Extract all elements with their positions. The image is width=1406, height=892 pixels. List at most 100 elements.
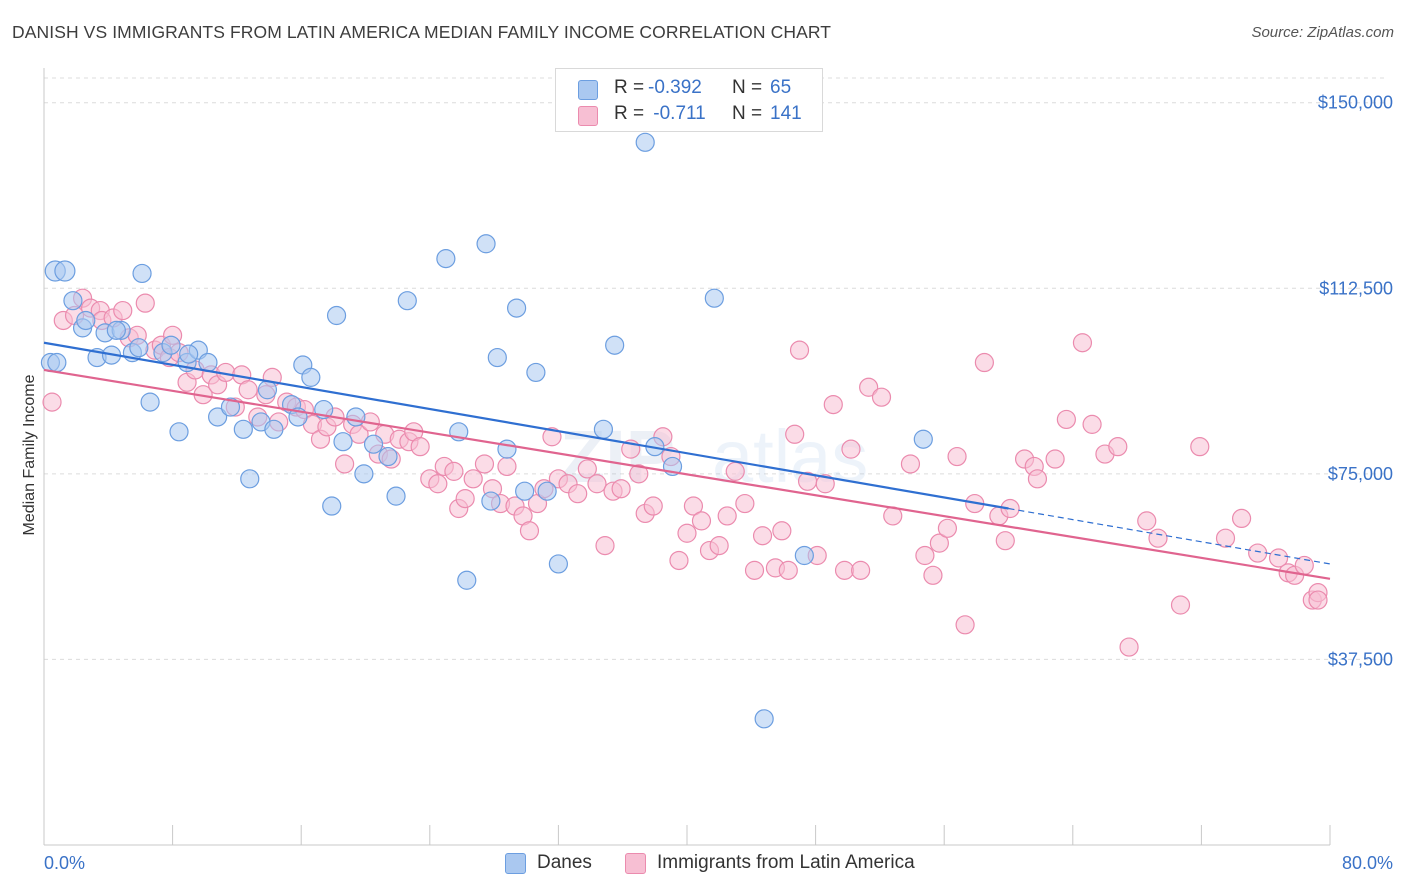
latin-america-point xyxy=(428,474,448,494)
latin-america-point xyxy=(851,560,871,580)
latin-america-point xyxy=(744,560,765,580)
latin-america-point xyxy=(629,464,649,484)
danes-point xyxy=(913,429,933,449)
latin-america-points xyxy=(42,288,1328,657)
x-tick-label: 80.0% xyxy=(1342,853,1393,873)
danes-point xyxy=(240,469,260,489)
danes-point xyxy=(264,419,284,439)
danes-point xyxy=(515,481,535,501)
n-label: N = xyxy=(732,103,763,124)
danes-point xyxy=(526,362,546,383)
chart-title: DANISH VS IMMIGRANTS FROM LATIN AMERICA … xyxy=(12,22,832,42)
r-value: -0.711 xyxy=(648,103,706,124)
source-label: Source: ZipAtlas.com xyxy=(1251,24,1394,41)
latin-america-point xyxy=(1308,590,1328,610)
danes-point xyxy=(476,234,496,254)
danes-point xyxy=(378,446,398,467)
latin-america-point xyxy=(1045,449,1065,469)
latin-america-point xyxy=(683,496,704,516)
danes-point xyxy=(132,263,152,284)
latin-america-point xyxy=(1248,543,1268,563)
latin-america-point xyxy=(871,387,892,407)
latin-america-point xyxy=(752,526,773,546)
danes-swatch xyxy=(578,80,598,100)
latin-legend-label: Immigrants from Latin America xyxy=(657,852,915,873)
latin-america-point xyxy=(587,474,607,494)
danes-point xyxy=(140,392,160,412)
latin-america-point xyxy=(947,446,967,467)
latin-america-point xyxy=(691,511,712,531)
latin-trend-line xyxy=(43,368,1331,580)
r-label: R = xyxy=(614,103,645,124)
latin-america-point xyxy=(611,479,631,499)
latin-america-point xyxy=(519,521,540,541)
latin-america-point xyxy=(1056,409,1076,430)
danes-point xyxy=(346,407,366,427)
danes-point xyxy=(233,419,253,439)
latin-america-point xyxy=(735,493,755,514)
latin-legend-swatch xyxy=(625,853,646,874)
latin-america-point xyxy=(410,437,430,457)
r-label: R = xyxy=(614,77,645,98)
danes-point xyxy=(257,380,278,400)
latin-america-point xyxy=(717,506,737,526)
y-tick-label: $150,000 xyxy=(1318,93,1393,113)
latin-america-point xyxy=(815,474,835,494)
latin-america-point xyxy=(995,531,1015,551)
n-label: N = xyxy=(732,77,763,98)
latin-america-point xyxy=(1215,528,1236,548)
latin-america-point xyxy=(497,456,517,477)
latin-america-point xyxy=(725,461,745,481)
danes-trend-line xyxy=(43,341,1009,510)
danes-point xyxy=(179,344,199,364)
latin-america-point xyxy=(1027,469,1048,489)
correlation-legend: R = -0.392 N = 65 R = -0.711 N = 141 xyxy=(555,68,823,132)
danes-point xyxy=(481,491,501,511)
latin-america-point xyxy=(444,461,464,481)
danes-point xyxy=(220,397,241,417)
latin-america-point xyxy=(974,352,994,373)
danes-point xyxy=(605,335,625,355)
latin-america-point xyxy=(923,565,943,585)
latin-america-point xyxy=(1108,437,1128,457)
latin-america-point xyxy=(859,377,879,397)
danes-point xyxy=(169,422,189,442)
y-axis-label: Median Family Income xyxy=(21,374,38,535)
latin-america-point xyxy=(42,392,62,412)
danes-point xyxy=(76,310,96,331)
latin-america-point xyxy=(937,518,958,538)
danes-legend-swatch xyxy=(505,853,526,874)
danes-point xyxy=(754,709,774,729)
latin-america-point xyxy=(113,300,133,321)
danes-point xyxy=(63,291,83,311)
danes-trend-extension xyxy=(1008,507,1331,565)
trend-lines xyxy=(43,341,1331,580)
y-tick-label: $75,000 xyxy=(1328,464,1393,484)
latin-america-point xyxy=(669,550,689,571)
latin-america-point xyxy=(463,469,483,489)
latin-america-point xyxy=(772,521,792,541)
danes-point xyxy=(635,132,655,152)
latin-america-point xyxy=(1082,414,1102,434)
danes-legend-label: Danes xyxy=(537,852,592,873)
danes-point xyxy=(548,554,569,574)
latin-america-point xyxy=(238,380,258,400)
danes-point xyxy=(54,260,76,282)
latin-america-point xyxy=(335,454,355,474)
danes-point xyxy=(537,481,557,501)
n-value: 141 xyxy=(770,103,802,124)
latin-america-point xyxy=(1231,508,1252,529)
danes-point xyxy=(208,407,228,427)
latin-america-point xyxy=(1072,333,1093,353)
danes-point xyxy=(161,335,181,355)
y-tick-labels: $37,500 $75,000 $112,500 $150,000 xyxy=(1318,93,1393,670)
latin-america-point xyxy=(1170,595,1191,615)
latin-america-point xyxy=(929,533,949,553)
latin-america-point xyxy=(455,489,475,509)
danes-points xyxy=(40,132,933,729)
latin-america-point xyxy=(823,394,843,415)
danes-point xyxy=(333,432,353,452)
latin-america-point xyxy=(643,496,663,516)
latin-america-point xyxy=(841,439,861,459)
danes-point xyxy=(487,347,507,368)
